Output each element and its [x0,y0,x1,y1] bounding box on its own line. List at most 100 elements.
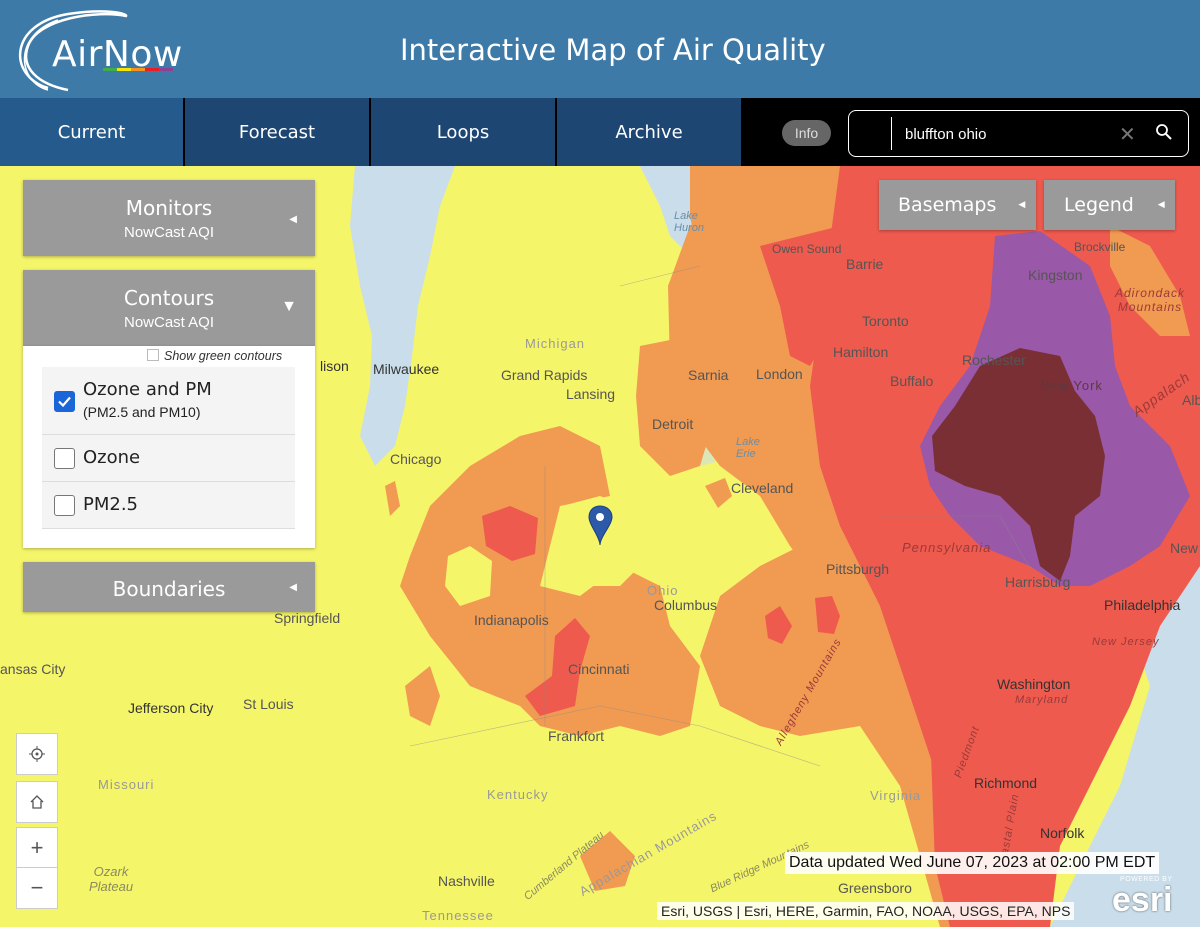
map-label-jefferson-city: Jefferson City [128,700,214,716]
expand-arrow-icon: ▼ [281,298,297,315]
contours-subtitle: NowCast AQI [123,314,215,331]
locate-button[interactable] [16,733,58,775]
map-label-missouri: Missouri [98,777,155,792]
app-header: AirNow Interactive Map of Air Quality [0,0,1200,98]
map-label-tennessee: Tennessee [422,908,494,923]
monitors-panel-header[interactable]: Monitors NowCast AQI ◀ [23,180,315,256]
map-label-cincinnati: Cincinnati [568,661,630,677]
map-label-ohio: Ohio [647,583,679,598]
tab-loops[interactable]: Loops [371,98,555,166]
legend-label: Legend [1064,194,1134,216]
map-label-maryland: Maryland [1015,694,1069,706]
zoom-in-icon: + [30,835,44,860]
map-label-toronto: Toronto [862,313,909,329]
ozone-checkbox[interactable] [54,448,75,469]
map-label-norfolk: Norfolk [1040,825,1085,841]
collapse-arrow-icon: ◀ [1157,200,1165,210]
tab-forecast[interactable]: Forecast [185,98,369,166]
legend-button[interactable]: Legend ◀ [1044,180,1175,230]
map-label-lake-erie: Lake Erie [736,436,760,460]
location-pin-icon[interactable] [588,505,616,547]
map-label-grand-rapids: Grand Rapids [501,367,588,383]
monitors-subtitle: NowCast AQI [123,224,215,241]
map-label-kingston: Kingston [1028,267,1083,283]
map-label-chicago: Chicago [390,451,442,467]
aqi-contour-layer [0,166,1200,927]
tab-archive[interactable]: Archive [557,98,741,166]
map-label-milwaukee: Milwaukee [373,361,440,377]
map-label-lansing: Lansing [566,386,616,402]
collapse-arrow-icon: ◀ [289,214,297,225]
info-button[interactable]: Info [782,120,831,146]
map-label-new-jersey: New Jersey [1092,636,1160,648]
map-label-london: London [756,366,803,382]
map-label-greensboro: Greensboro [838,880,912,896]
map-label-buffalo: Buffalo [890,373,934,389]
basemaps-label: Basemaps [898,194,997,216]
map-label-albany: Alb [1182,392,1200,408]
show-green-checkbox[interactable] [147,349,159,361]
checkmark-icon [58,396,71,408]
search-icon[interactable] [1155,123,1173,141]
map-label-brockville: Brockville [1074,240,1126,254]
esri-powered-label: POWERED BY [1120,876,1173,883]
show-green-label: Show green contours [164,349,283,363]
map-label-washington: Washington [997,676,1071,692]
tab-current[interactable]: Current [0,98,183,166]
map-label-detroit: Detroit [652,416,694,432]
map-label-st-louis: St Louis [243,696,294,712]
map-label-michigan: Michigan [525,336,586,351]
contours-title: Contours [123,286,215,310]
zoom-out-icon: − [30,875,44,900]
map-label-lake-huron: Lake Huron [674,210,704,234]
pm25-label: PM2.5 [83,494,139,515]
map-label-kansas-city: ansas City [0,661,66,677]
collapse-arrow-icon: ◀ [289,582,297,593]
map-label-hamilton: Hamilton [833,344,889,360]
map-label-madison: lison [320,358,349,374]
map-label-rochester: Rochester [962,352,1026,368]
map-label-indianapolis: Indianapolis [474,612,549,628]
locate-icon [29,746,45,762]
aqi-map[interactable]: Michigan Milwaukee lison Grand Rapids La… [0,166,1200,927]
monitors-title: Monitors [125,196,213,220]
basemaps-button[interactable]: Basemaps ◀ [879,180,1036,230]
map-label-kentucky: Kentucky [487,787,549,802]
logo-text: AirNow [52,34,183,75]
map-label-new-partial: New [1170,540,1199,556]
home-button[interactable] [16,781,58,823]
map-label-harrisburg: Harrisburg [1005,574,1071,590]
boundaries-panel-header[interactable]: Boundaries ◀ [23,562,315,612]
ozone-label: Ozone [83,447,141,468]
option-ozone[interactable]: Ozone [42,435,295,482]
map-label-pittsburgh: Pittsburgh [826,561,890,577]
option-pm25[interactable]: PM2.5 [42,482,295,529]
contours-panel-header[interactable]: Contours NowCast AQI ▼ [23,270,315,346]
map-label-sarnia: Sarnia [688,367,729,383]
map-label-new-york: New York [1040,378,1103,393]
map-label-philadelphia: Philadelphia [1104,597,1181,613]
zoom-in-button[interactable]: + [16,827,58,869]
show-green-toggle[interactable]: Show green contours [147,349,282,363]
ozone-pm-label: Ozone and PM [83,379,212,400]
map-label-richmond: Richmond [974,775,1038,791]
ozone-pm-checkbox[interactable] [54,391,75,412]
home-icon [30,795,44,809]
map-label-columbus: Columbus [654,597,718,613]
page-title: Interactive Map of Air Quality [400,33,826,67]
search-input[interactable] [903,119,1127,149]
map-attribution[interactable]: Esri, USGS | Esri, HERE, Garmin, FAO, NO… [657,902,1075,920]
esri-logo[interactable]: POWERED BY esri [1112,876,1173,917]
option-ozone-pm[interactable]: Ozone and PM (PM2.5 and PM10) [42,367,295,435]
map-label-nashville: Nashville [438,873,495,889]
zoom-out-button[interactable]: − [16,867,58,909]
airnow-logo[interactable]: AirNow [8,6,182,94]
boundaries-title: Boundaries [112,577,226,601]
pm25-checkbox[interactable] [54,495,75,516]
map-label-barrie: Barrie [846,256,884,272]
search-box: ✕ [848,110,1189,157]
close-icon[interactable]: ✕ [1119,124,1136,146]
map-label-virginia: Virginia [870,788,922,803]
map-label-frankfort: Frankfort [548,728,605,744]
esri-logo-text: esri [1112,881,1173,919]
